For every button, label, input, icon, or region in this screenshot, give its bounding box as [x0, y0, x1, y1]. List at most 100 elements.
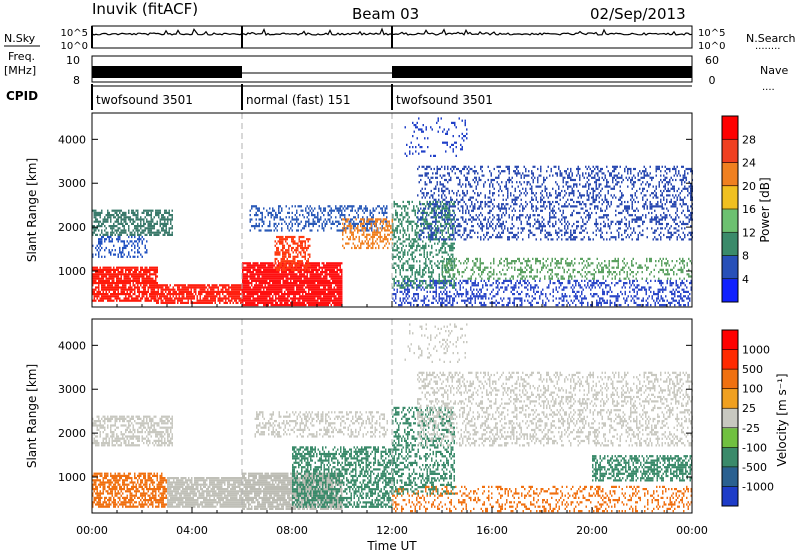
data-cell: [413, 207, 415, 210]
data-cell: [285, 271, 287, 274]
data-cell: [317, 216, 319, 219]
data-cell: [260, 262, 262, 265]
data-cell: [202, 301, 204, 304]
data-cell: [623, 282, 625, 285]
data-cell: [302, 301, 304, 304]
data-cell: [192, 284, 194, 287]
data-cell: [211, 297, 213, 300]
data-cell: [126, 279, 128, 282]
data-cell: [293, 277, 295, 280]
data-cell: [270, 290, 272, 293]
data-cell: [237, 301, 239, 304]
data-cell: [193, 284, 195, 287]
data-cell: [167, 216, 169, 219]
data-cell: [594, 286, 596, 289]
data-cell: [345, 242, 347, 245]
data-cell: [626, 299, 628, 302]
data-cell: [248, 286, 250, 289]
data-cell: [122, 218, 124, 221]
data-cell: [480, 297, 482, 300]
data-cell: [126, 266, 128, 269]
data-cell: [156, 214, 158, 217]
data-cell: [116, 214, 118, 217]
data-cell: [422, 203, 424, 206]
data-cell: [149, 214, 151, 217]
data-cell: [282, 235, 284, 239]
data-cell: [219, 293, 221, 296]
data-cell: [614, 295, 616, 298]
data-cell: [438, 277, 440, 280]
data-cell: [99, 233, 101, 236]
data-cell: [93, 279, 95, 282]
data-cell: [195, 293, 197, 296]
data-cell: [232, 290, 234, 293]
data-cell: [431, 271, 433, 274]
data-cell: [446, 297, 448, 300]
data-cell: [413, 205, 415, 208]
data-cell: [320, 304, 322, 307]
data-cell: [149, 225, 151, 228]
data-cell: [333, 301, 335, 304]
data-cell: [167, 233, 169, 236]
data-cell: [555, 288, 557, 291]
data-cell: [279, 253, 281, 256]
data-cell: [411, 220, 413, 223]
data-cell: [110, 271, 112, 274]
data-cell: [260, 268, 262, 271]
data-cell: [681, 288, 683, 291]
data-cell: [211, 301, 213, 304]
data-cell: [291, 266, 293, 269]
data-cell: [431, 211, 433, 214]
data-cell: [155, 282, 157, 285]
data-cell: [338, 279, 340, 282]
data-cell: [195, 288, 197, 291]
data-cell: [512, 286, 514, 289]
data-cell: [455, 288, 457, 291]
data-cell: [431, 251, 433, 254]
data-cell: [279, 268, 281, 272]
data-cell: [659, 304, 661, 307]
data-cell: [399, 214, 401, 217]
data-cell: [291, 288, 293, 291]
data-cell: [189, 290, 191, 293]
data-cell: [190, 295, 192, 298]
data-cell: [269, 220, 271, 223]
data-cell: [270, 268, 272, 271]
data-cell: [428, 214, 430, 217]
data-cell: [246, 297, 248, 300]
data-cell: [360, 220, 362, 223]
data-cell: [141, 273, 143, 276]
data-cell: [379, 235, 381, 239]
data-cell: [284, 301, 286, 304]
data-cell: [135, 227, 137, 230]
data-cell: [248, 271, 250, 274]
data-cell: [282, 257, 284, 261]
data-cell: [357, 229, 359, 232]
data-cell: [369, 209, 371, 212]
data-cell: [497, 279, 499, 282]
data-cell: [464, 301, 466, 304]
data-cell: [344, 209, 346, 212]
data-cell: [530, 301, 532, 304]
data-cell: [304, 251, 306, 254]
data-cell: [372, 242, 374, 245]
data-cell: [266, 209, 268, 212]
data-cell: [408, 220, 410, 223]
data-cell: [303, 297, 305, 300]
data-cell: [548, 284, 550, 287]
data-cell: [267, 211, 269, 214]
data-cell: [494, 295, 496, 298]
data-cell: [339, 290, 341, 293]
data-cell: [254, 262, 256, 265]
data-cell: [632, 279, 634, 282]
data-cell: [99, 238, 101, 241]
data-cell: [338, 273, 340, 276]
data-cell: [101, 282, 103, 285]
data-cell: [178, 293, 180, 296]
data-cell: [413, 242, 415, 245]
data-cell: [264, 271, 266, 274]
data-cell: [575, 279, 577, 282]
data-cell: [198, 293, 200, 296]
data-cell: [279, 238, 281, 241]
data-cell: [293, 275, 295, 278]
